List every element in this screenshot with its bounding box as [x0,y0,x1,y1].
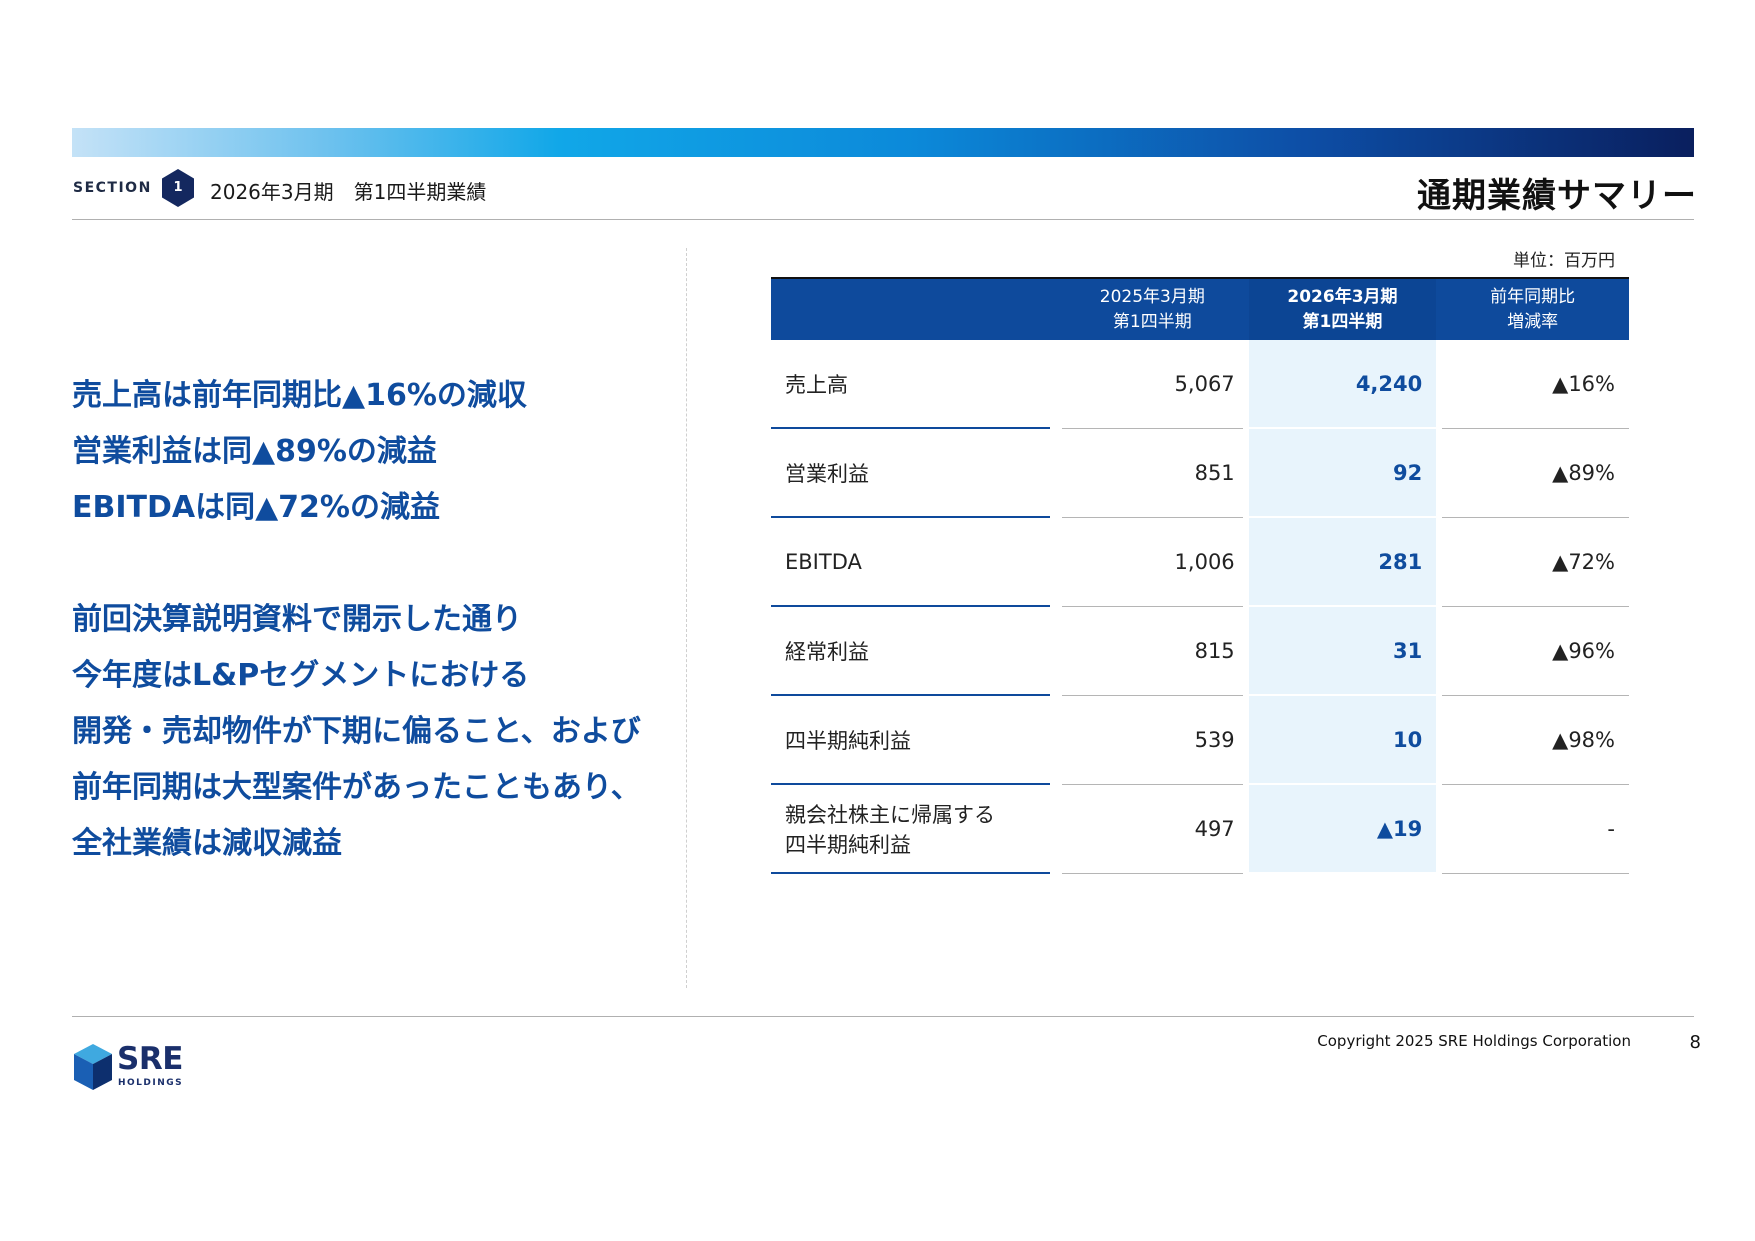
current-value: ▲19 [1248,785,1437,874]
header-change-rate: 前年同期比 増減率 [1436,277,1629,340]
header-divider [72,219,1694,220]
cube-logo-icon [74,1044,112,1090]
page-number: 8 [1689,1032,1701,1053]
company-logo: SRE HOLDINGS [72,1042,192,1094]
header-blank [771,277,1056,340]
highlight-line: EBITDAは同▲72%の減益 [72,490,440,525]
explanation-line: 全社業績は減収減益 [72,826,342,861]
row-label-line2: 四半期純利益 [785,832,911,857]
header-cur-line1: 2026年3月期 [1287,286,1398,307]
header-gradient-bar [72,128,1694,157]
prev-value: 851 [1055,429,1249,518]
prev-value: 1,006 [1055,518,1249,607]
row-label-line1: 親会社株主に帰属する [785,802,995,827]
unit-label: 単位：百万円 [1513,251,1615,271]
current-value: 4,240 [1248,340,1437,429]
table-row: EBITDA 1,006 281 ▲72% [771,518,1629,607]
page-title: 通期業績サマリー [1417,176,1697,216]
hexagon-icon [162,169,194,207]
section-number: 1 [173,180,183,195]
header-cur-line2: 第1四半期 [1302,311,1383,332]
change-rate: ▲89% [1436,429,1629,518]
current-value: 31 [1248,607,1437,696]
row-label: 売上高 [771,340,1056,429]
section-title: 2026年3月期 第1四半期業績 [210,180,487,204]
prev-value: 815 [1055,607,1249,696]
current-value: 281 [1248,518,1437,607]
row-label: 経常利益 [771,607,1056,696]
row-label: 四半期純利益 [771,696,1056,785]
table-header-row: 2025年3月期 第1四半期 2026年3月期 第1四半期 前年同期比 増減率 [771,277,1629,340]
table-row: 四半期純利益 539 10 ▲98% [771,696,1629,785]
row-label: 親会社株主に帰属する 四半期純利益 [771,785,1056,874]
logo-subtext: HOLDINGS [118,1078,184,1088]
highlight-line: 売上高は前年同期比▲16%の減収 [72,378,527,413]
section-label: SECTION [73,180,152,196]
highlight-line: 営業利益は同▲89%の減益 [72,434,437,469]
section-number-badge: 1 [160,168,196,208]
explanation-line: 今年度はL&Pセグメントにおける [72,658,530,693]
explanation-line: 前回決算説明資料で開示した通り [72,602,522,637]
change-rate: ▲98% [1436,696,1629,785]
change-rate: ▲72% [1436,518,1629,607]
change-rate: ▲96% [1436,607,1629,696]
summary-table: 2025年3月期 第1四半期 2026年3月期 第1四半期 前年同期比 増減率 … [771,277,1629,874]
copyright: Copyright 2025 SRE Holdings Corporation [1317,1032,1631,1050]
explanation-line: 前年同期は大型案件があったこともあり、 [72,770,641,805]
column-divider [686,248,687,988]
header-prev-line2: 第1四半期 [1112,311,1192,332]
header-prev-line1: 2025年3月期 [1099,286,1205,307]
current-value: 92 [1248,429,1437,518]
footer-divider [72,1016,1694,1017]
change-rate: ▲16% [1436,340,1629,429]
table-row: 親会社株主に帰属する 四半期純利益 497 ▲19 - [771,785,1629,874]
logo-text: SRE [117,1041,183,1077]
header-rate-line2: 増減率 [1507,311,1559,332]
header-rate-line1: 前年同期比 [1490,286,1576,307]
row-label: 営業利益 [771,429,1056,518]
change-rate: - [1436,785,1629,874]
table-row: 経常利益 815 31 ▲96% [771,607,1629,696]
commentary: 売上高は前年同期比▲16%の減収 営業利益は同▲89%の減益 EBITDAは同▲… [72,368,672,872]
header-current-period: 2026年3月期 第1四半期 [1248,277,1437,340]
prev-value: 539 [1055,696,1249,785]
current-value: 10 [1248,696,1437,785]
header-prev-period: 2025年3月期 第1四半期 [1055,277,1249,340]
table-row: 営業利益 851 92 ▲89% [771,429,1629,518]
prev-value: 5,067 [1055,340,1249,429]
row-label: EBITDA [771,518,1056,607]
table-row: 売上高 5,067 4,240 ▲16% [771,340,1629,429]
explanation-line: 開発・売却物件が下期に偏ること、および [72,714,641,749]
prev-value: 497 [1055,785,1249,874]
